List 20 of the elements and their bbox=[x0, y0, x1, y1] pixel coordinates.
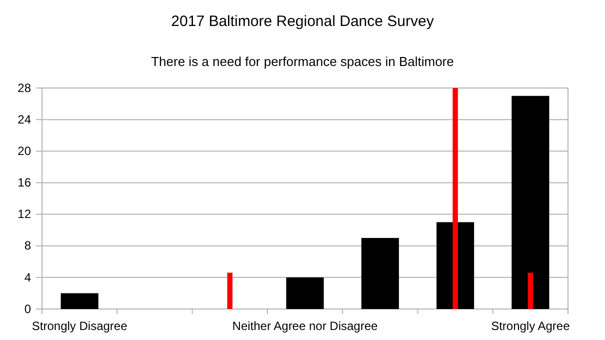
y-tick-label: 12 bbox=[18, 207, 32, 222]
x-tick-label: Strongly Disagree bbox=[32, 319, 128, 333]
bar bbox=[452, 88, 458, 309]
bar bbox=[528, 272, 534, 309]
y-tick-label: 0 bbox=[24, 302, 32, 316]
bar bbox=[60, 293, 98, 309]
x-tick-label: Strongly Agree bbox=[491, 319, 570, 333]
y-tick-label: 16 bbox=[18, 176, 32, 190]
x-tick-label: Neither Agree nor Disagree bbox=[232, 319, 378, 333]
y-tick-label: 8 bbox=[24, 238, 32, 253]
chart-subtitle: There is a need for performance spaces in Baltimore bbox=[151, 54, 454, 69]
bar bbox=[286, 277, 324, 309]
chart-title: 2017 Baltimore Regional Dance Survey bbox=[171, 13, 434, 30]
y-tick-label: 4 bbox=[24, 270, 32, 284]
bar bbox=[227, 272, 232, 309]
bar bbox=[361, 238, 399, 309]
y-tick-label: 20 bbox=[18, 144, 32, 158]
bar bbox=[512, 96, 550, 309]
y-tick-label: 28 bbox=[18, 80, 32, 95]
y-tick-label: 24 bbox=[18, 112, 32, 126]
